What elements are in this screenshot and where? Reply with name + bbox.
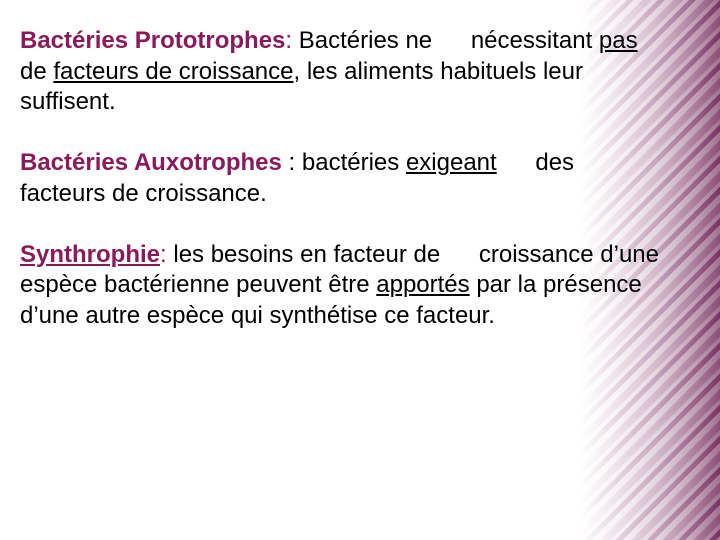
underlined-text: exigeant (406, 149, 497, 176)
body-text: les besoins en facteur de (173, 241, 440, 268)
body-text: Bactéries ne (299, 27, 432, 54)
body-text: bactéries (302, 149, 406, 176)
term-synthrophie: Synthrophie (20, 241, 160, 268)
definition-synthrophie: Synthrophie: les besoins en facteur de c… (20, 240, 660, 332)
body-text: de (20, 58, 53, 85)
slide-content: Bactéries Prototrophes: Bactéries ne néc… (20, 26, 660, 362)
underlined-text: facteurs de croissance (53, 58, 293, 85)
underlined-text: pas (599, 27, 638, 54)
definition-auxotrophes: Bactéries Auxotrophes : bactéries exigea… (20, 148, 660, 209)
body-text: nécessitant (471, 27, 599, 54)
underlined-text: apportés (376, 271, 469, 298)
term-colon: : (160, 241, 173, 268)
definition-prototrophes: Bactéries Prototrophes: Bactéries ne néc… (20, 26, 660, 118)
term-prototrophes: Bactéries Prototrophes (20, 27, 285, 54)
term-auxotrophes: Bactéries Auxotrophes (20, 149, 282, 176)
term-colon: : (282, 149, 302, 176)
term-colon: : (285, 27, 298, 54)
